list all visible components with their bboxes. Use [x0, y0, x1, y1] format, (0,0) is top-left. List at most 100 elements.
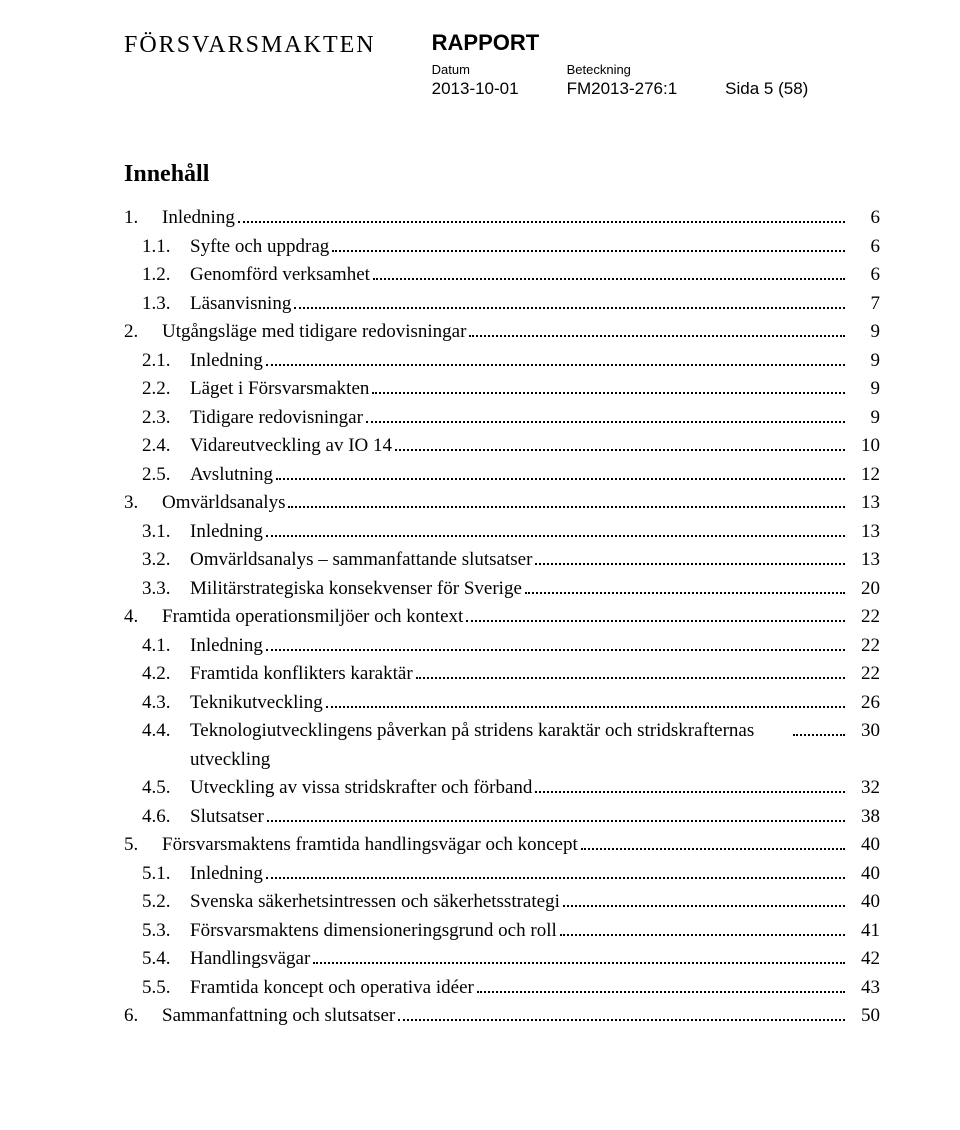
toc-entry: 2.5.Avslutning12 — [124, 461, 880, 490]
toc-entry: 4.1.Inledning 22 — [124, 632, 880, 661]
toc-entry-text: Tidigare redovisningar — [190, 404, 363, 433]
toc-dot-leader — [288, 506, 845, 508]
toc-entry-number: 1.2. — [124, 261, 190, 290]
toc-entry: 5.Försvarsmaktens framtida handlingsväga… — [124, 831, 880, 860]
meta-page-label: Sida 5 (58) — [725, 62, 808, 99]
toc-entry-number: 3. — [124, 489, 162, 518]
toc-dot-leader — [294, 307, 845, 309]
toc-entry-text: Försvarsmaktens dimensioneringsgrund och… — [190, 917, 557, 946]
toc-dot-leader — [466, 620, 845, 622]
toc-entry-number: 2.1. — [124, 347, 190, 376]
toc-dot-leader — [332, 250, 845, 252]
toc-entry: 4.3.Teknikutveckling26 — [124, 689, 880, 718]
toc-entry-text: Handlingsvägar — [190, 945, 310, 974]
toc-entry-text-wrap: Framtida konflikters karaktär — [190, 660, 848, 689]
toc-entry-number: 1. — [124, 204, 162, 233]
toc-entry-page: 38 — [848, 803, 880, 832]
toc-entry-text: Framtida koncept och operativa idéer — [190, 974, 474, 1003]
toc-entry-text-wrap: Handlingsvägar — [190, 945, 848, 974]
toc-dot-leader — [469, 335, 845, 337]
toc-entry-text: Framtida konflikters karaktär — [190, 660, 413, 689]
toc-entry-text-wrap: Läget i Försvarsmakten — [190, 375, 848, 404]
meta-col-page: Sida 5 (58) — [725, 62, 808, 99]
toc-entry: 4.2.Framtida konflikters karaktär 22 — [124, 660, 880, 689]
toc-entry-number: 5.5. — [124, 974, 190, 1003]
toc-entry-page: 22 — [848, 660, 880, 689]
toc-entry-page: 9 — [848, 347, 880, 376]
toc-entry: 3.1.Inledning13 — [124, 518, 880, 547]
toc-entry-text: Inledning — [190, 518, 263, 547]
toc-entry-page: 41 — [848, 917, 880, 946]
document-page: FÖRSVARSMAKTEN RAPPORT Datum 2013-10-01 … — [0, 0, 960, 1071]
toc-entry-number: 4.5. — [124, 774, 190, 803]
toc-entry-text: Avslutning — [190, 461, 273, 490]
toc-entry-text-wrap: Framtida koncept och operativa idéer — [190, 974, 848, 1003]
toc-entry-text: Utgångsläge med tidigare redovisningar — [162, 318, 466, 347]
toc-entry: 3.3.Militärstrategiska konsekvenser för … — [124, 575, 880, 604]
toc-dot-leader — [560, 934, 845, 936]
toc-title: Innehåll — [124, 161, 880, 188]
toc-entry: 2.2.Läget i Försvarsmakten9 — [124, 375, 880, 404]
toc-entry: 1.1.Syfte och uppdrag6 — [124, 233, 880, 262]
toc-entry: 4.5.Utveckling av vissa stridskrafter oc… — [124, 774, 880, 803]
toc-entry-number: 2.2. — [124, 375, 190, 404]
toc-dot-leader — [416, 677, 845, 679]
toc-entry-text: Sammanfattning och slutsatser — [162, 1002, 395, 1031]
toc-dot-leader — [266, 649, 845, 651]
toc-entry-page: 32 — [848, 774, 880, 803]
toc-entry: 4.4.Teknologiutvecklingens påverkan på s… — [124, 717, 880, 774]
toc-entry-page: 22 — [848, 632, 880, 661]
meta-date-label: Datum — [432, 62, 519, 77]
toc-entry: 5.2.Svenska säkerhetsintressen och säker… — [124, 888, 880, 917]
toc-entry-text: Inledning — [190, 632, 263, 661]
toc-entry-text-wrap: Inledning — [190, 632, 848, 661]
toc-entry-number: 2.3. — [124, 404, 190, 433]
toc-entry-number: 2. — [124, 318, 162, 347]
toc-entry-number: 4.6. — [124, 803, 190, 832]
toc-dot-leader — [267, 820, 845, 822]
toc-entry-page: 42 — [848, 945, 880, 974]
toc-entry-text-wrap: Inledning — [190, 518, 848, 547]
toc-entry-text-wrap: Slutsatser — [190, 803, 848, 832]
toc-entry: 1.3.Läsanvisning7 — [124, 290, 880, 319]
toc-dot-leader — [266, 535, 845, 537]
toc-entry-text: Inledning — [190, 860, 263, 889]
toc-entry-text-wrap: Omvärldsanalys — [162, 489, 848, 518]
toc-entry: 6.Sammanfattning och slutsatser 50 — [124, 1002, 880, 1031]
toc-entry-text-wrap: Inledning — [190, 860, 848, 889]
toc-entry-text: Slutsatser — [190, 803, 264, 832]
toc-entry-page: 22 — [848, 603, 880, 632]
toc-entry-number: 4.2. — [124, 660, 190, 689]
toc-entry: 4.6.Slutsatser 38 — [124, 803, 880, 832]
toc-entry-text: Teknologiutvecklingens påverkan på strid… — [190, 717, 790, 774]
toc-entry-text-wrap: Militärstrategiska konsekvenser för Sver… — [190, 575, 848, 604]
toc-entry-number: 5. — [124, 831, 162, 860]
toc-entry-page: 7 — [848, 290, 880, 319]
meta-date-value: 2013-10-01 — [432, 79, 519, 99]
toc-entry-text-wrap: Avslutning — [190, 461, 848, 490]
toc-dot-leader — [395, 449, 845, 451]
toc-dot-leader — [563, 905, 845, 907]
toc-entry-number: 6. — [124, 1002, 162, 1031]
toc-entry-text: Läsanvisning — [190, 290, 291, 319]
toc-entry-number: 3.3. — [124, 575, 190, 604]
toc-dot-leader — [535, 791, 845, 793]
toc-entry-number: 4.1. — [124, 632, 190, 661]
toc-entry-page: 20 — [848, 575, 880, 604]
toc-entry-page: 40 — [848, 831, 880, 860]
toc-dot-leader — [266, 877, 845, 879]
toc-dot-leader — [372, 392, 845, 394]
toc-entry-page: 10 — [848, 432, 880, 461]
toc-entry-page: 50 — [848, 1002, 880, 1031]
toc-entry-text: Vidareutveckling av IO 14 — [190, 432, 392, 461]
report-label: RAPPORT — [432, 30, 880, 56]
toc-entry-text-wrap: Tidigare redovisningar — [190, 404, 848, 433]
toc-entry-page: 40 — [848, 860, 880, 889]
toc-entry-text: Teknikutveckling — [190, 689, 323, 718]
toc-entry: 3.Omvärldsanalys13 — [124, 489, 880, 518]
toc-entry-number: 2.5. — [124, 461, 190, 490]
toc-entry-text-wrap: Framtida operationsmiljöer och kontext — [162, 603, 848, 632]
toc-dot-leader — [581, 848, 845, 850]
toc-container: 1.Inledning61.1.Syfte och uppdrag61.2.Ge… — [124, 204, 880, 1031]
toc-entry-number: 4. — [124, 603, 162, 632]
